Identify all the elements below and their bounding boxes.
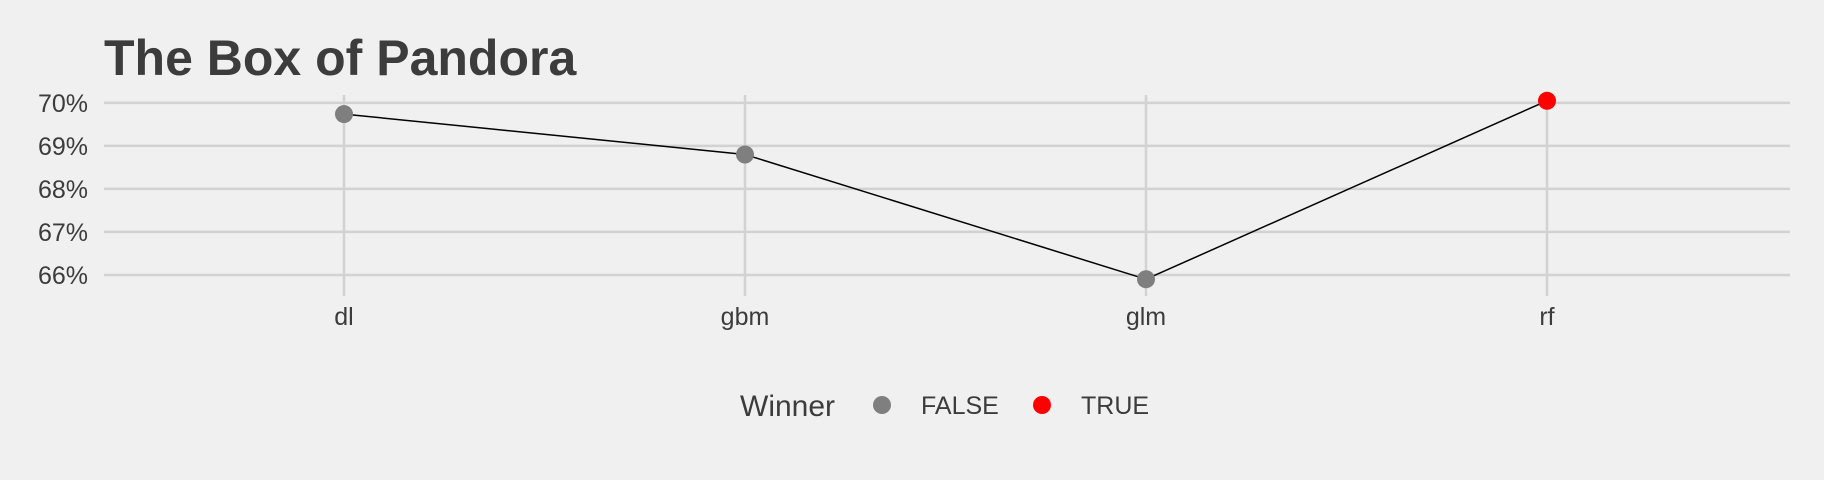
x-tick-label: glm bbox=[1126, 303, 1166, 331]
x-tick-label: rf bbox=[1539, 303, 1554, 331]
vertical-gridlines bbox=[342, 95, 1549, 296]
series-line bbox=[343, 100, 1548, 281]
chart-title: The Box of Pandora bbox=[104, 30, 577, 86]
y-tick-label: 68% bbox=[38, 176, 88, 204]
legend-key-false bbox=[873, 396, 891, 414]
legend-label-false: FALSE bbox=[921, 392, 999, 420]
y-axis-tick-labels: 66% 67% 68% 69% 70% bbox=[38, 90, 88, 290]
legend-label-true: TRUE bbox=[1081, 392, 1149, 420]
y-tick-label: 70% bbox=[38, 90, 88, 118]
data-points bbox=[335, 91, 1556, 289]
horizontal-gridlines bbox=[104, 101, 1790, 277]
legend-key-true bbox=[1033, 396, 1051, 414]
data-point-dl bbox=[335, 105, 353, 124]
x-axis-tick-labels: dl gbm glm rf bbox=[334, 303, 1554, 331]
data-point-gbm bbox=[736, 145, 754, 164]
data-point-rf bbox=[1538, 91, 1556, 110]
y-tick-label: 66% bbox=[38, 262, 88, 290]
y-tick-label: 67% bbox=[38, 219, 88, 247]
x-tick-label: dl bbox=[334, 303, 353, 331]
legend: Winner FALSE TRUE bbox=[740, 390, 1149, 423]
legend-title: Winner bbox=[740, 390, 835, 423]
data-point-glm bbox=[1137, 270, 1155, 289]
x-tick-label: gbm bbox=[721, 303, 770, 331]
legend-items: FALSE TRUE bbox=[873, 392, 1149, 420]
y-tick-label: 69% bbox=[38, 133, 88, 161]
